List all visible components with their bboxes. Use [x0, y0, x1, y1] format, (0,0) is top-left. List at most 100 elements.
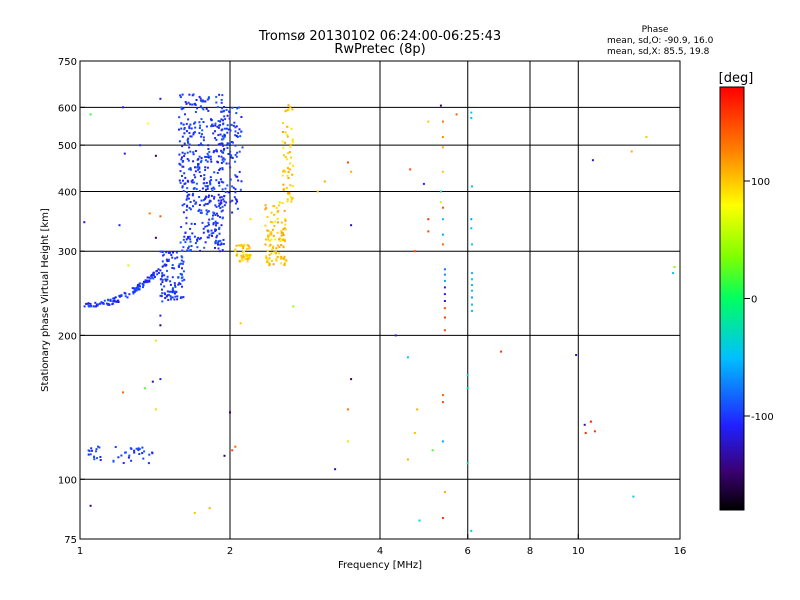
data-point	[185, 216, 188, 219]
data-point	[215, 236, 218, 239]
data-point	[135, 447, 138, 450]
data-point	[186, 179, 189, 182]
data-point	[234, 126, 237, 129]
data-point	[142, 457, 145, 460]
data-point	[218, 93, 221, 96]
data-point	[167, 293, 170, 296]
data-point	[181, 145, 184, 148]
data-point	[217, 182, 220, 184]
data-point	[177, 283, 180, 286]
data-point	[196, 166, 199, 169]
data-point	[231, 106, 234, 109]
data-point	[441, 401, 444, 404]
data-point	[632, 495, 635, 498]
data-point	[210, 194, 213, 197]
data-point	[221, 135, 224, 138]
data-point	[283, 169, 286, 172]
data-point	[206, 152, 209, 155]
data-point	[630, 150, 633, 153]
data-point	[141, 282, 144, 285]
data-point	[189, 168, 192, 171]
data-point	[441, 136, 444, 138]
data-point	[173, 267, 176, 270]
data-point	[178, 179, 181, 182]
data-point	[107, 302, 110, 305]
data-point	[186, 195, 189, 198]
data-point	[127, 456, 130, 459]
data-point	[229, 150, 232, 153]
data-point	[89, 504, 92, 507]
data-point	[194, 202, 197, 205]
data-point	[287, 152, 290, 155]
data-point	[190, 127, 193, 130]
data-point	[189, 135, 192, 138]
data-point	[199, 124, 202, 127]
data-point	[471, 278, 473, 281]
data-point	[238, 106, 241, 109]
data-point	[157, 268, 160, 271]
data-point	[153, 274, 155, 277]
data-point	[170, 254, 173, 256]
data-point	[204, 166, 207, 169]
data-point	[196, 238, 198, 241]
data-point	[238, 244, 241, 247]
data-point	[201, 187, 204, 190]
data-point	[131, 287, 134, 290]
data-point	[187, 237, 190, 240]
data-point	[194, 111, 197, 113]
data-point	[181, 276, 184, 279]
data-point	[109, 298, 112, 301]
data-point	[192, 160, 195, 163]
data-point	[471, 272, 473, 275]
data-point	[173, 298, 176, 301]
data-point	[281, 131, 284, 133]
data-point	[189, 240, 192, 243]
data-point	[217, 241, 220, 244]
data-point	[192, 181, 195, 184]
data-point	[231, 156, 234, 159]
data-point	[189, 167, 192, 170]
data-point	[192, 151, 195, 154]
data-point	[222, 238, 225, 241]
data-point	[243, 243, 246, 246]
data-point	[180, 226, 183, 228]
data-point	[176, 295, 179, 298]
data-point	[286, 200, 289, 203]
data-point	[172, 251, 174, 254]
data-point	[181, 151, 184, 154]
data-point	[272, 245, 275, 248]
data-point	[422, 182, 425, 185]
data-point	[200, 211, 203, 214]
data-point	[155, 270, 158, 273]
data-point	[198, 189, 201, 192]
data-point	[223, 148, 226, 150]
data-point	[237, 132, 240, 135]
y-tick-label: 750	[58, 57, 77, 68]
data-point	[273, 224, 276, 227]
data-point	[234, 160, 237, 163]
data-point	[242, 247, 245, 250]
data-point	[193, 103, 196, 106]
data-point	[217, 243, 219, 246]
data-point	[130, 459, 133, 462]
data-point	[226, 147, 229, 149]
data-point	[413, 432, 416, 434]
data-point	[181, 156, 183, 159]
data-point	[443, 293, 446, 296]
data-point	[276, 217, 279, 220]
data-point	[207, 109, 210, 112]
data-point	[289, 196, 292, 199]
x-axis-label: Frequency [MHz]	[338, 560, 422, 571]
data-point	[181, 279, 184, 282]
data-point	[169, 295, 172, 298]
data-point	[191, 181, 194, 184]
y-tick-label: 200	[58, 331, 77, 342]
data-point	[137, 447, 140, 450]
data-point	[268, 264, 271, 267]
data-point	[194, 150, 197, 152]
data-point	[103, 299, 106, 302]
data-point	[203, 246, 206, 249]
data-point	[222, 144, 225, 147]
data-point	[170, 290, 172, 293]
data-point	[286, 125, 289, 128]
